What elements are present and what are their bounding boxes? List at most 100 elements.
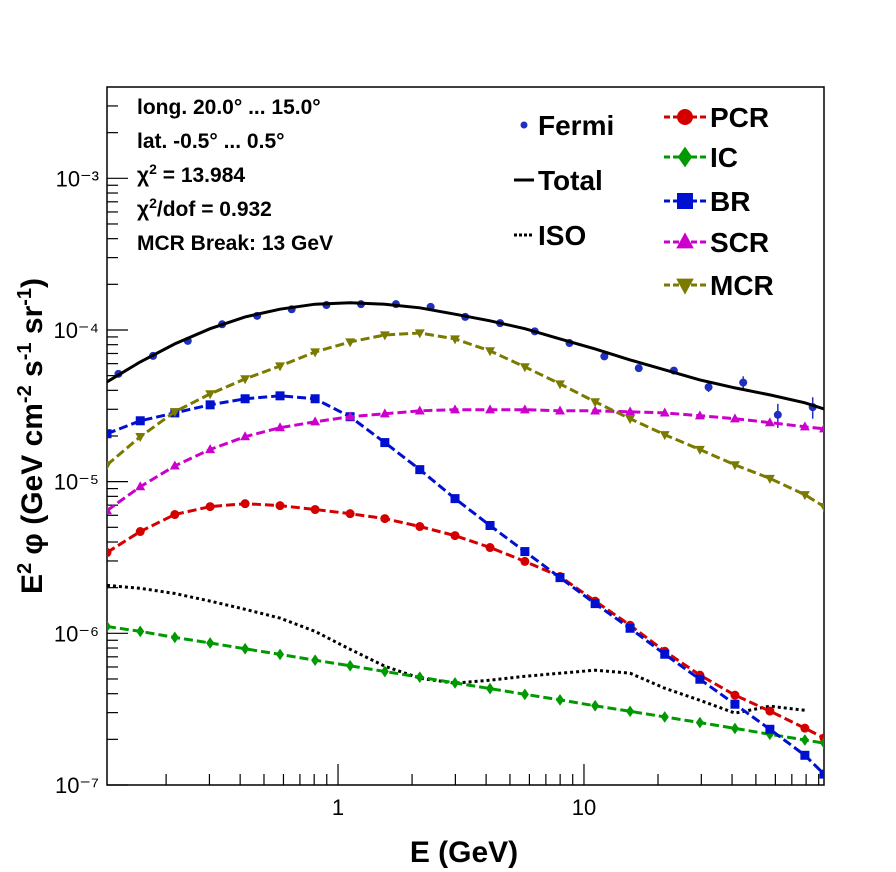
marker (414, 405, 425, 415)
marker (415, 465, 425, 475)
marker (520, 547, 530, 557)
marker (379, 408, 390, 418)
marker (345, 411, 356, 421)
marker (135, 527, 145, 537)
marker (310, 348, 321, 358)
legend-label: BR (710, 186, 750, 217)
y-axis-title-part: sr (16, 305, 49, 342)
marker (634, 364, 643, 373)
annotation: χ2 = 13.984 (137, 161, 245, 187)
marker (590, 599, 600, 609)
annotation-part: long. 20.0° ... 15.0° (137, 96, 321, 119)
marker (450, 404, 460, 414)
annotation-part: lat. -0.5° ... 0.5° (137, 130, 285, 153)
y-axis-title-part: -1 (14, 342, 36, 360)
marker (799, 491, 810, 501)
annotation-part: χ (137, 198, 149, 221)
annotation: χ2/dof = 0.932 (137, 195, 272, 221)
legend-marker (677, 193, 693, 209)
y-axis-title-part: ) (16, 278, 49, 288)
legend-marker (677, 109, 693, 125)
marker (800, 750, 810, 760)
y-axis-title-part: s (16, 360, 49, 385)
marker (135, 481, 146, 491)
marker (600, 352, 609, 361)
legend-label: Fermi (538, 110, 614, 141)
series-line (107, 394, 824, 776)
annotation-part: /dof = 0.932 (157, 198, 272, 221)
marker (555, 694, 565, 706)
legend-marker (676, 278, 694, 295)
marker (519, 404, 530, 414)
y-axis-title-part: E (16, 574, 49, 594)
marker (730, 461, 740, 471)
series-line (107, 408, 824, 512)
marker (275, 648, 285, 661)
marker (764, 417, 775, 427)
annotation-part: = 13.984 (157, 164, 245, 187)
marker (169, 460, 180, 470)
legend-marker (520, 121, 528, 129)
marker (625, 415, 636, 425)
marker (591, 699, 600, 712)
annotation: long. 20.0° ... 15.0° (137, 96, 321, 119)
x-tick-label: 1 (332, 795, 344, 820)
series-line (107, 301, 824, 411)
x-tick-label: 10 (572, 795, 596, 820)
marker (135, 433, 146, 443)
marker (694, 445, 705, 455)
y-axis-title-part: -1 (14, 288, 36, 306)
marker (346, 659, 355, 672)
marker (764, 474, 775, 484)
marker (275, 362, 285, 372)
marker (555, 380, 565, 390)
marker (241, 642, 250, 655)
marker (625, 406, 636, 416)
marker (819, 423, 824, 433)
marker (660, 649, 670, 659)
marker (485, 404, 495, 414)
marker (107, 429, 112, 439)
marker (310, 394, 320, 404)
marker (450, 494, 460, 504)
marker (240, 499, 250, 509)
marker (694, 410, 705, 420)
marker (730, 699, 740, 709)
marker (380, 438, 390, 448)
marker (450, 335, 460, 345)
marker (590, 405, 601, 415)
marker (107, 548, 112, 558)
series-line (107, 583, 806, 715)
marker (205, 444, 216, 454)
marker (240, 394, 250, 404)
y-axis-title-part: -2 (14, 385, 36, 403)
series-line (107, 625, 824, 745)
legend-label: SCR (710, 227, 769, 258)
marker (739, 378, 748, 387)
legend-label: PCR (710, 102, 769, 133)
marker (730, 690, 740, 700)
marker (626, 705, 635, 718)
y-tick-label: 10⁻³ (56, 166, 99, 191)
marker (660, 711, 669, 723)
annotation: MCR Break: 13 GeV (137, 232, 333, 255)
annotation: lat. -0.5° ... 0.5° (137, 130, 285, 153)
marker (311, 654, 320, 667)
legend-label: IC (710, 142, 738, 173)
marker (275, 391, 285, 401)
marker (520, 556, 530, 566)
marker (485, 347, 495, 357)
marker (765, 706, 775, 716)
marker (379, 331, 390, 341)
marker (107, 461, 112, 471)
marker (520, 688, 529, 701)
marker (169, 408, 180, 418)
marker (819, 769, 824, 779)
x-axis-title: E (GeV) (410, 836, 518, 869)
y-axis-title-part: φ (GeV cm (16, 403, 49, 563)
marker (485, 520, 495, 530)
marker (485, 543, 495, 553)
marker (819, 737, 824, 749)
marker (450, 677, 460, 689)
